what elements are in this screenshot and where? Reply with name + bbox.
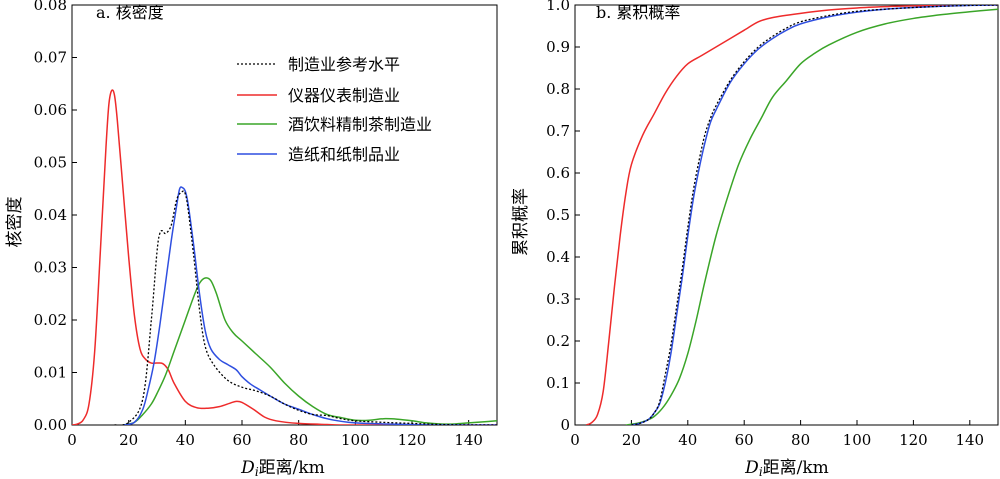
panel-b-y-tick-label: 0.1 [546,374,570,392]
panel-a-x-tick-label: 60 [232,431,251,449]
panel-b-plot-frame [574,4,999,426]
legend-label: 仪器仪表制造业 [288,86,400,105]
panel-b-series-line [631,5,998,425]
panel-b-x-tick-label: 20 [622,431,641,449]
panel-b-y-tick-label: 0.8 [546,80,570,98]
panel-a-y-tick-label: 0.05 [34,154,67,172]
panel-a-x-tick-label: 80 [289,431,308,449]
panel-b-series [585,5,998,425]
panel-b-y-tick-label: 0.6 [546,164,570,182]
panel-b-cumulative-probability: 0 20 40 60 80 100 120 140 0 0.1 0.2 0.3 0.4 0.5 0.6 0.7… [511,0,999,479]
panel-b-y-tick-label: 1.0 [546,0,570,14]
panel-a-x-tick-label: 100 [341,431,370,449]
panel-b-axes: 0 20 40 60 80 100 120 140 0 0.1 0.2 0.3 0.4 0.5 0.6 0.7… [546,0,999,449]
legend-label: 制造业参考水平 [288,55,400,74]
panel-a-series-line [114,190,497,425]
panel-a-kernel-density: 0 20 40 60 80 100 120 140 0.00 0.01 0.02 0.03 0.04 0.… [5,0,498,479]
panel-b-y-axis-title: 累积概率 [511,188,531,256]
panel-a-plot-frame [71,4,498,426]
panel-b-label: b. 累积概率 [596,3,680,22]
panel-b-series-line [585,5,998,425]
panel-a-x-axis-title: Di距离/km [240,458,325,479]
panel-b-y-tick-label: 0.9 [546,38,570,56]
panel-b-y-tick-label: 0.4 [546,248,570,266]
panel-a-y-tick-label: 0.08 [34,0,67,14]
panel-b-series-line [625,8,998,425]
panel-a-y-tick-label: 0.01 [34,364,67,382]
panel-b-y-tick-label: 0.2 [546,332,570,350]
panel-a-y-tick-label: 0.07 [34,49,67,67]
panel-b-x-tick-label: 40 [678,431,697,449]
panel-b-y-tick-label: 0 [560,416,570,434]
panel-a-x-tick-label: 140 [454,431,483,449]
panel-b-y-tick-label: 0.5 [546,206,570,224]
panel-b-x-axis-title: Di距离/km [744,458,829,479]
panel-b-y-tick-label: 0.7 [546,122,570,140]
panel-b-series-line [631,5,998,425]
panel-a-y-tick-label: 0.06 [34,101,67,119]
panel-a-label: a. 核密度 [96,3,164,22]
panel-a-x-tick-label: 20 [119,431,138,449]
panel-a-series-line [72,89,497,425]
panel-a-axes: 0 20 40 60 80 100 120 140 0.00 0.01 0.02 0.03 0.04 0.… [34,0,498,449]
panel-a-x-tick-label: 40 [176,431,195,449]
panel-b-x-tick-label: 100 [843,431,872,449]
panel-a-y-tick-label: 0.00 [34,416,67,434]
panel-b-x-tick-label: 60 [735,431,754,449]
panel-b-x-tick-label: 80 [791,431,810,449]
panel-a-series-line [122,277,497,425]
panel-a-y-tick-label: 0.02 [34,311,67,329]
panel-a-y-tick-label: 0.03 [34,259,67,277]
panel-b-x-tick-label: 140 [955,431,984,449]
panel-b-x-tick-label: 0 [570,431,580,449]
panel-a-y-axis-title: 核密度 [5,197,25,248]
legend-label: 造纸和纸制品业 [288,145,400,164]
panel-a-series [72,89,497,425]
legend-label: 酒饮料精制茶制造业 [288,115,432,134]
panel-a-series-line [122,186,497,425]
panel-a-x-tick-label: 0 [67,431,77,449]
panel-a-y-tick-label: 0.04 [34,206,67,224]
panel-b-y-tick-label: 0.3 [546,290,570,308]
panel-a-x-tick-label: 120 [398,431,427,449]
panel-b-x-tick-label: 120 [899,431,928,449]
